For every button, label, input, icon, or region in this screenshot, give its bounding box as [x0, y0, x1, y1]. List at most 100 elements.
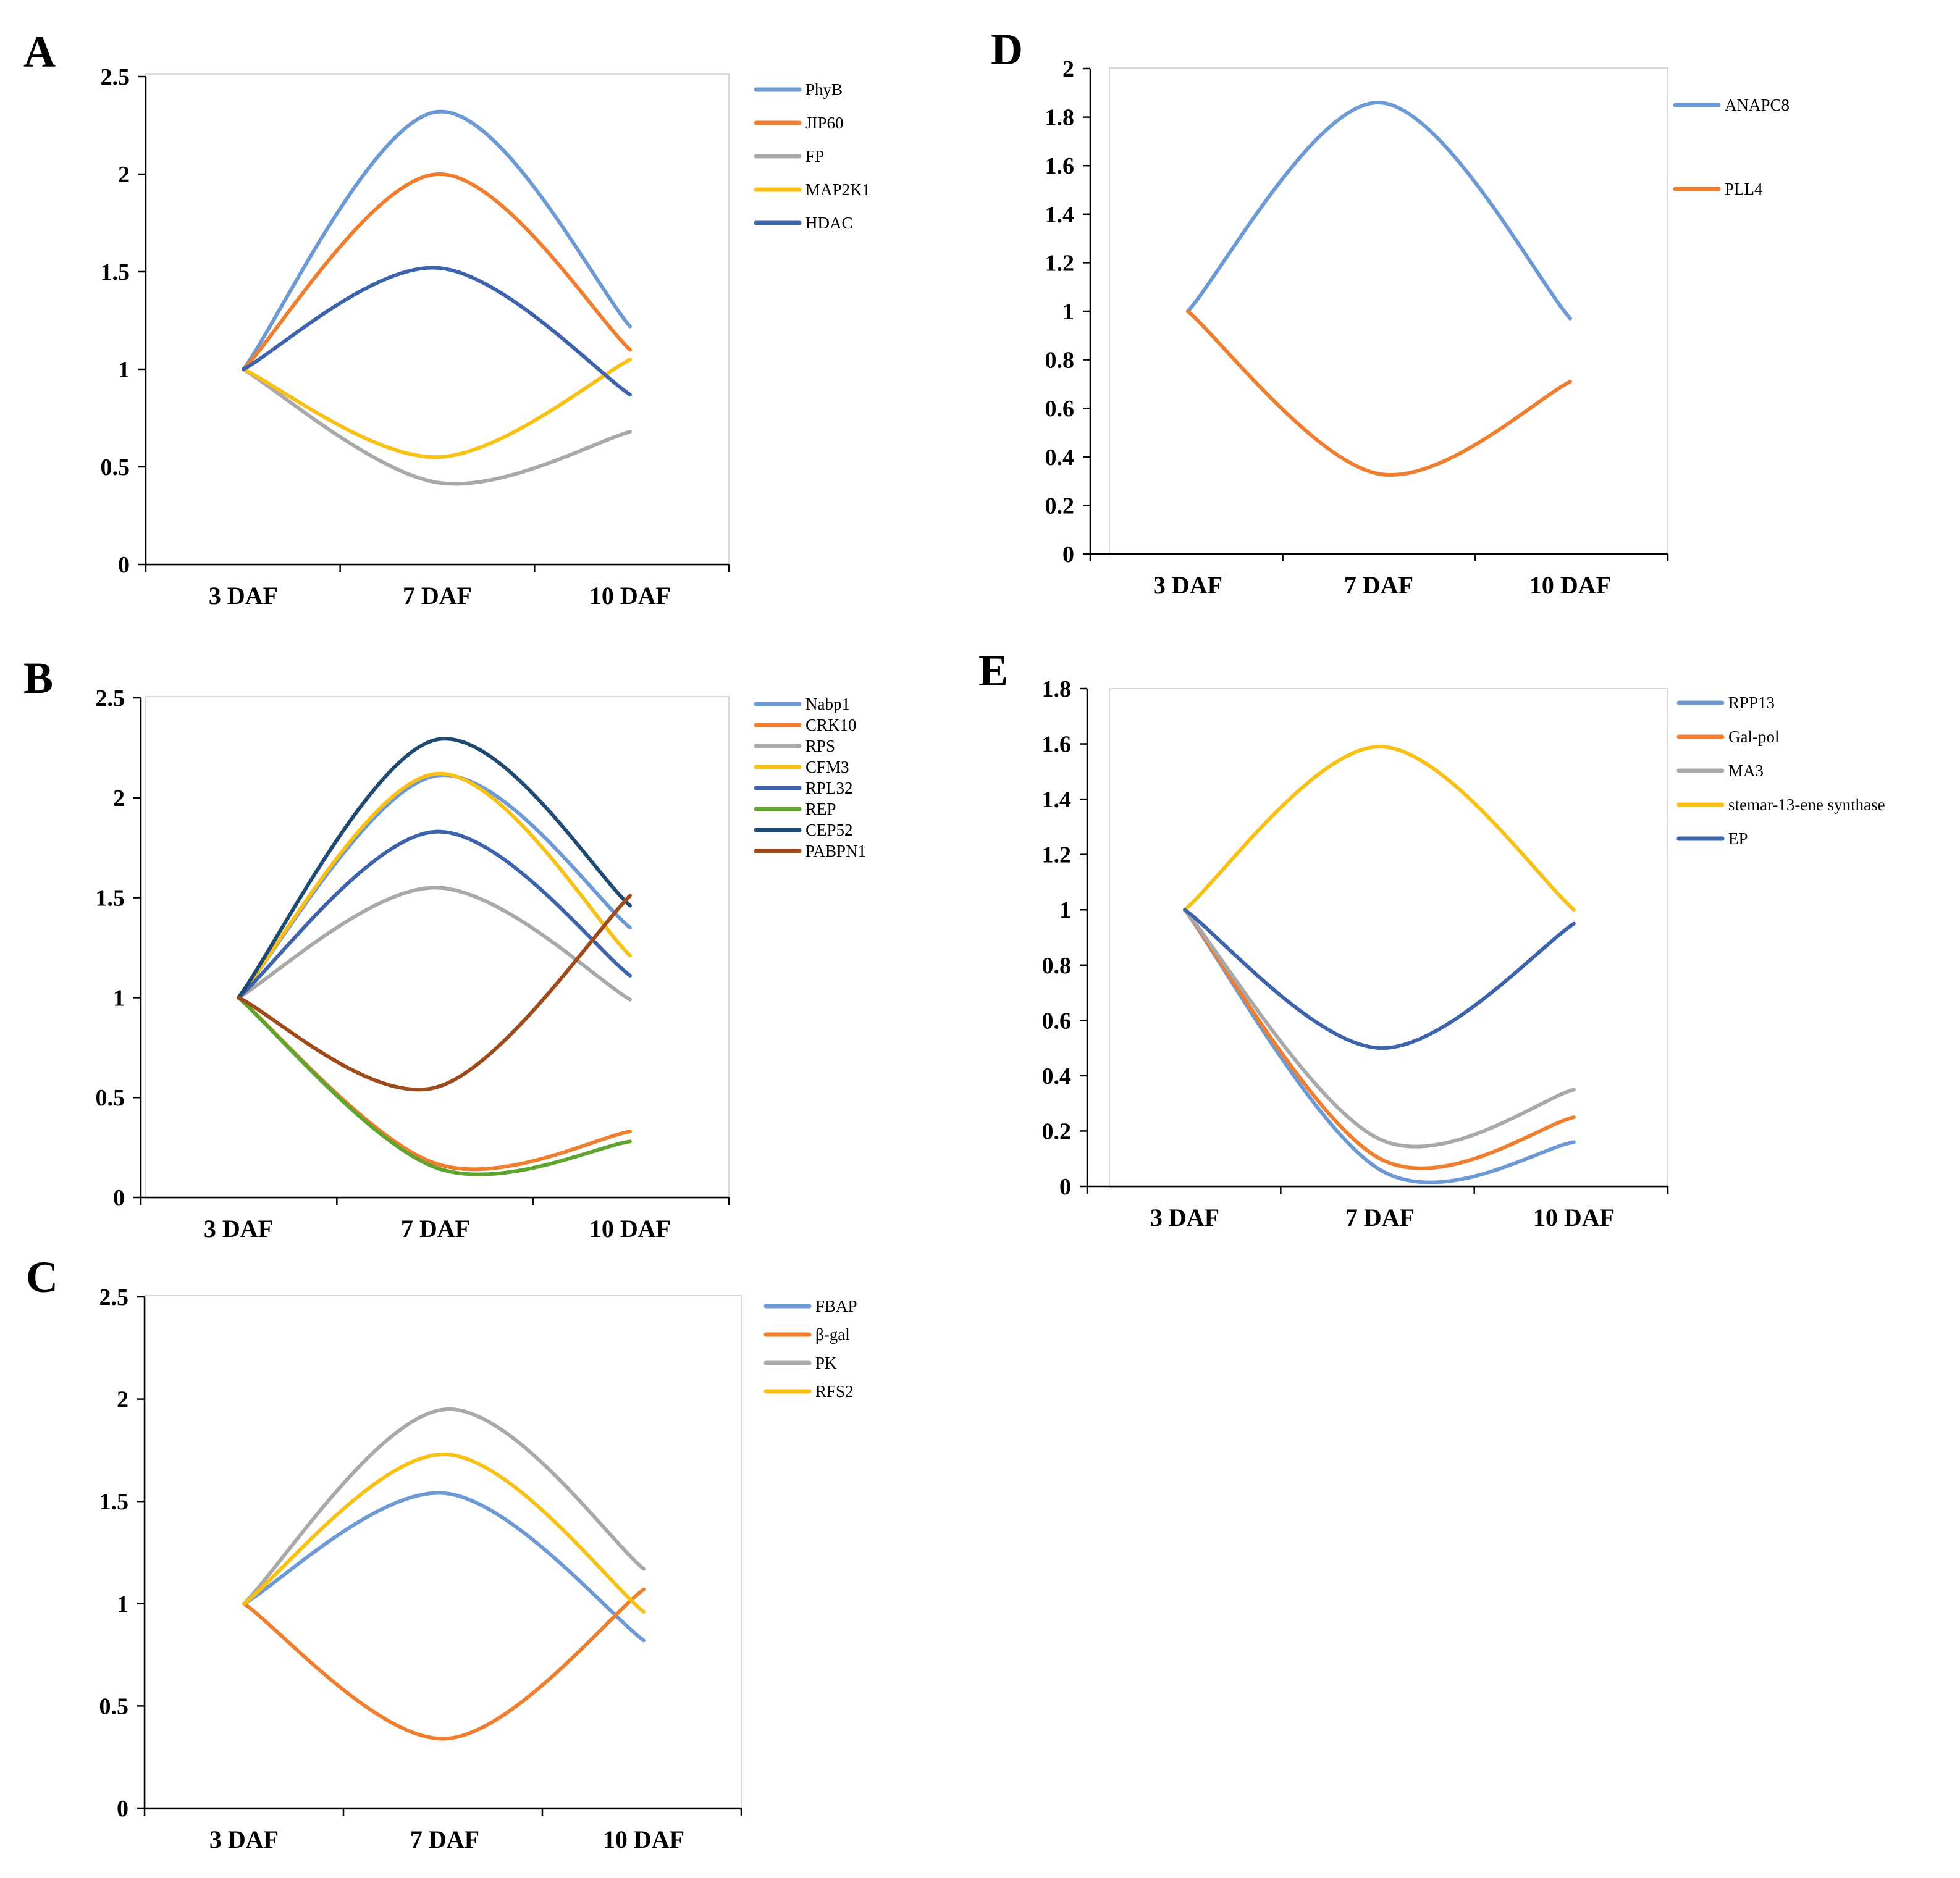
panel-c: 0 0.5 1 1.5 2 2.5 3 DAF 7 DAF 10 DAF FBAP β-gal PK R… — [99, 1285, 857, 1853]
legend-label-fp: FP — [805, 147, 824, 166]
y-tick-label: 1 — [118, 357, 130, 383]
legend-label-rep: REP — [805, 800, 836, 818]
y-tick-label: 0.6 — [1042, 1008, 1072, 1034]
y-tick-label: 0.8 — [1042, 953, 1072, 979]
panel-a: 0 0.5 1 1.5 2 2.5 3 DAF 7 DAF 10 DAF PhyB JIP60 FP M… — [101, 64, 871, 610]
legend-label-nabp1: Nabp1 — [805, 695, 850, 713]
legend-label-map2k1: MAP2K1 — [805, 180, 870, 199]
y-tick-label: 2 — [118, 162, 130, 188]
x-tick-label: 3 DAF — [1153, 571, 1222, 599]
legend-label-pll4: PLL4 — [1725, 180, 1763, 198]
x-tick-label: 7 DAF — [1344, 571, 1413, 599]
legend-label-rfs2: RFS2 — [815, 1382, 854, 1401]
y-tick-label: 2 — [113, 786, 125, 811]
y-tick-label: 1.8 — [1042, 676, 1072, 702]
legend-label-pk: PK — [815, 1354, 837, 1372]
y-tick-label: 1.4 — [1045, 202, 1075, 228]
series-line-stemar-13-ene-synthase — [1183, 745, 1576, 912]
legend-label-fbap: FBAP — [815, 1297, 857, 1315]
legend-label-gal-pol: Gal-pol — [1728, 727, 1779, 746]
y-tick-label: 0 — [117, 1796, 128, 1822]
y-tick-label: 1.5 — [99, 1489, 129, 1515]
y-tick-label: 1 — [113, 985, 125, 1011]
series-line-map2k1 — [242, 358, 632, 459]
panel-letter-a: A — [23, 27, 56, 77]
panel-letter-e: E — [978, 646, 1008, 695]
y-tick-label: 0.8 — [1045, 348, 1075, 374]
x-tick-label: 7 DAF — [403, 582, 472, 610]
y-tick-label: 0.2 — [1045, 493, 1075, 519]
plot-frame — [145, 73, 730, 566]
legend-label-jip60: JIP60 — [805, 114, 844, 132]
series-line-cfm3 — [237, 771, 632, 1000]
y-tick-label: 0 — [118, 552, 130, 578]
y-tick-label: 1.2 — [1042, 842, 1072, 868]
series-line-anapc8 — [1186, 100, 1572, 321]
x-tick-label: 10 DAF — [603, 1826, 684, 1853]
y-tick-label: 1.6 — [1042, 732, 1072, 758]
y-tick-label: 0 — [1062, 542, 1074, 568]
panel-letter-c: C — [26, 1252, 58, 1302]
y-tick-label: 0.5 — [99, 1693, 129, 1719]
y-tick-label: 2 — [1062, 56, 1074, 82]
series-line-pk — [242, 1407, 646, 1606]
x-tick-label: 10 DAF — [589, 582, 671, 610]
y-tick-label: 0.2 — [1042, 1118, 1072, 1144]
panel-e: 0 0.2 0.4 0.6 0.8 1 1.2 1.4 1.6 1.8 3 DAF 7 DAF 10 D… — [1042, 676, 1885, 1231]
x-tick-label: 10 DAF — [589, 1215, 671, 1243]
series-line-jip60 — [242, 172, 632, 371]
x-tick-label: 3 DAF — [209, 582, 278, 610]
y-tick-label: 1.5 — [101, 259, 130, 285]
series-line-pabpn1 — [237, 894, 632, 1092]
y-tick-label: 2.5 — [101, 64, 130, 90]
y-tick-label: 2.5 — [99, 1285, 129, 1310]
series-line-fp — [242, 367, 632, 486]
plot-frame — [145, 1295, 742, 1810]
series-line-phyb — [242, 109, 632, 371]
legend-label-rpl32: RPL32 — [805, 779, 853, 797]
y-tick-label: 2 — [117, 1387, 128, 1413]
y-tick-label: 1.6 — [1045, 153, 1075, 179]
y-tick-label: 0.5 — [101, 455, 130, 480]
y-tick-label: 1 — [1059, 897, 1071, 923]
x-tick-label: 3 DAF — [204, 1215, 273, 1243]
y-tick-label: 1 — [117, 1591, 128, 1617]
y-tick-label: 1.4 — [1042, 787, 1072, 813]
y-tick-label: 0.4 — [1042, 1063, 1072, 1089]
legend-label-stemar-13-ene-synthase: stemar-13-ene synthase — [1728, 795, 1885, 814]
panel-letter-d: D — [991, 25, 1023, 74]
y-tick-label: 0.6 — [1045, 396, 1075, 422]
series-line-ep — [1183, 908, 1576, 1050]
panel-b: 0 0.5 1 1.5 2 2.5 3 DAF 7 DAF 10 DAF Nabp1 CRK10 RP… — [96, 685, 867, 1243]
legend-label-ma3: MA3 — [1728, 761, 1764, 780]
x-tick-label: 7 DAF — [1345, 1204, 1415, 1231]
panel-letter-b: B — [23, 653, 53, 703]
y-tick-label: 0 — [1059, 1174, 1071, 1200]
panel-d: 0 0.2 0.4 0.6 0.8 1 1.2 1.4 1.6 1.8 2 3 DAF 7 DAF 10 … — [1045, 56, 1790, 599]
legend-label-pabpn1: PABPN1 — [805, 842, 866, 860]
x-tick-label: 3 DAF — [1150, 1204, 1219, 1231]
y-tick-label: 1.5 — [96, 886, 125, 912]
legend-label-anapc8: ANAPC8 — [1725, 96, 1790, 114]
series-line-hdac — [242, 266, 632, 397]
y-tick-label: 1.2 — [1045, 250, 1075, 276]
x-tick-label: 3 DAF — [209, 1826, 279, 1853]
series-line-pll4 — [1186, 309, 1572, 477]
x-tick-label: 10 DAF — [1529, 571, 1611, 599]
plot-frame — [1109, 688, 1668, 1188]
x-tick-label: 10 DAF — [1533, 1204, 1615, 1231]
y-tick-label: 2.5 — [96, 685, 125, 711]
y-tick-label: 0.5 — [96, 1085, 125, 1111]
series-line-rpl32 — [237, 829, 632, 1000]
x-tick-label: 7 DAF — [401, 1215, 470, 1243]
legend-label-rps: RPS — [805, 737, 835, 755]
series-line-rep — [237, 996, 632, 1176]
y-tick-label: 1.8 — [1045, 105, 1075, 131]
series-line-fbap — [242, 1491, 646, 1643]
x-tick-label: 7 DAF — [410, 1826, 479, 1853]
legend-label-ep: EP — [1728, 829, 1748, 848]
series-line-gal-pol — [1183, 908, 1576, 1170]
legend-label-phyb: PhyB — [805, 80, 843, 99]
y-tick-label: 1 — [1062, 299, 1074, 325]
series-line-cep52 — [237, 737, 632, 1000]
